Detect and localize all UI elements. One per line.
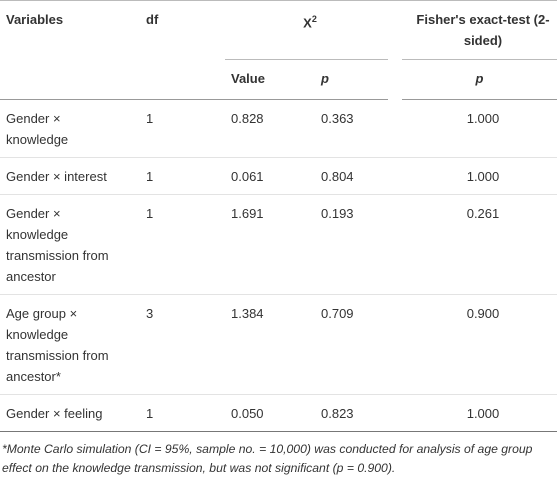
header-cell: X2 bbox=[225, 0, 395, 60]
header-cell: df bbox=[140, 0, 225, 60]
table-cell: 1.000 bbox=[395, 99, 557, 158]
table-cell: 1.691 bbox=[225, 194, 315, 295]
table: Variables df X2 Fisher's exact-test (2-s… bbox=[0, 0, 557, 432]
table-cell: Gender × interest bbox=[0, 157, 140, 195]
table-row: Gender × feeling 1 0.050 0.823 1.000 bbox=[0, 394, 557, 432]
table-cell: 0.804 bbox=[315, 157, 395, 195]
table-cell: 0.050 bbox=[225, 394, 315, 432]
table-row: Gender × knowledge transmission from anc… bbox=[0, 194, 557, 295]
table-cell: 1 bbox=[140, 394, 225, 432]
table-cell: Age group × knowledge transmission from … bbox=[0, 294, 140, 395]
header-text: p bbox=[321, 71, 329, 86]
superscript: 2 bbox=[311, 14, 317, 24]
variable-text: Gender × feeling bbox=[6, 406, 103, 421]
table-cell: Gender × knowledge transmission from anc… bbox=[0, 194, 140, 295]
header-text: X bbox=[303, 15, 312, 31]
variable-text: Gender × knowledge bbox=[6, 111, 69, 147]
table-cell: 0.061 bbox=[225, 157, 315, 195]
table-cell: 0.900 bbox=[395, 294, 557, 395]
table-cell: 3 bbox=[140, 294, 225, 395]
table-cell: 1 bbox=[140, 157, 225, 195]
header-cell: Value bbox=[225, 59, 315, 100]
header-cell: Variables bbox=[0, 0, 140, 60]
header-cell bbox=[140, 60, 225, 100]
table-cell: 0.828 bbox=[225, 99, 315, 158]
table-row: Age group × knowledge transmission from … bbox=[0, 294, 557, 395]
footnote: *Monte Carlo simulation (CI = 95%, sampl… bbox=[2, 442, 533, 475]
table-row: Gender × knowledge 1 0.828 0.363 1.000 bbox=[0, 99, 557, 158]
table-cell: 1.384 bbox=[225, 294, 315, 395]
table-cell: 0.709 bbox=[315, 294, 395, 395]
header-text: p bbox=[475, 71, 484, 86]
header-cell bbox=[0, 60, 140, 100]
table-cell: 0.261 bbox=[395, 194, 557, 295]
header-cell: p bbox=[388, 59, 557, 100]
table-cell: Gender × knowledge bbox=[0, 99, 140, 158]
table-cell: Gender × feeling bbox=[0, 394, 140, 432]
table-cell: 0.193 bbox=[315, 194, 395, 295]
table-cell: 1.000 bbox=[395, 157, 557, 195]
variable-text: Gender × knowledge transmission from anc… bbox=[6, 206, 109, 284]
table-cell: 1 bbox=[140, 99, 225, 158]
table-cell: 1 bbox=[140, 194, 225, 295]
table-cell: 1.000 bbox=[395, 394, 557, 432]
header-cell: p bbox=[315, 59, 395, 100]
variable-text: Gender × interest bbox=[6, 169, 107, 184]
table-cell: 0.823 bbox=[315, 394, 395, 432]
table-row: Gender × interest 1 0.061 0.804 1.000 bbox=[0, 157, 557, 195]
table-cell: 0.363 bbox=[315, 99, 395, 158]
header-cell: Fisher's exact-test (2-sided) bbox=[395, 0, 557, 60]
variable-text: Age group × knowledge transmission from … bbox=[6, 306, 109, 384]
